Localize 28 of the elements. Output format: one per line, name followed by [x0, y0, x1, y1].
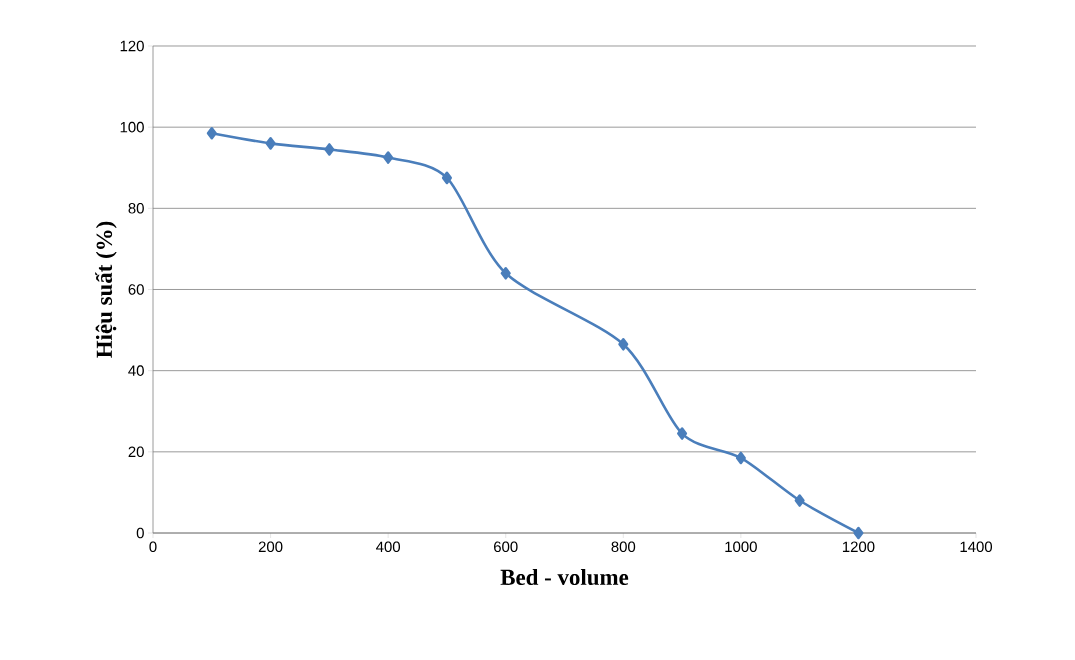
x-tick-label: 1000 — [725, 541, 757, 553]
y-tick-label: 20 — [128, 446, 144, 458]
point — [618, 337, 629, 351]
x-tick-label: 800 — [611, 541, 636, 553]
y-tick-label: 40 — [128, 365, 144, 376]
x-tick-label: 1400 — [960, 541, 993, 553]
point — [441, 171, 452, 185]
point — [206, 126, 217, 140]
y-tick-label: 120 — [120, 40, 144, 52]
point — [794, 494, 805, 507]
x-tick-label: 1200 — [842, 541, 875, 553]
x-tick-label: 400 — [376, 541, 401, 553]
y-tick-label: 100 — [120, 121, 144, 133]
x-tick-label: 600 — [494, 541, 518, 553]
y-axis-title: Hiệu suất (%) — [95, 221, 117, 358]
point — [324, 143, 335, 156]
point — [677, 427, 688, 440]
y-tick-label: 0 — [136, 527, 144, 539]
y-tick-label: 80 — [128, 203, 144, 214]
x-tick-label: 200 — [258, 541, 283, 553]
point — [265, 137, 276, 150]
x-tick-label: 0 — [149, 541, 157, 553]
point — [500, 266, 511, 280]
point — [383, 151, 394, 164]
point — [853, 526, 864, 540]
x-axis-title: Bed - volume — [500, 568, 629, 586]
point — [735, 451, 746, 465]
y-tick-label: 60 — [128, 284, 144, 295]
